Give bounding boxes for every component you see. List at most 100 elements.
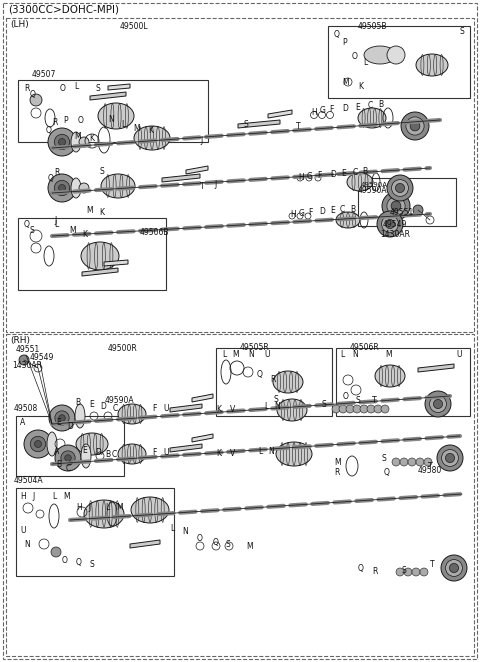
Circle shape bbox=[54, 134, 70, 150]
Text: U: U bbox=[264, 350, 269, 359]
Text: R: R bbox=[24, 84, 29, 93]
Ellipse shape bbox=[131, 497, 169, 523]
Polygon shape bbox=[268, 110, 292, 118]
Text: L: L bbox=[105, 503, 109, 512]
Text: K: K bbox=[216, 405, 221, 414]
Text: Q: Q bbox=[48, 174, 54, 183]
Text: L: L bbox=[54, 220, 58, 229]
Ellipse shape bbox=[277, 399, 307, 421]
Circle shape bbox=[19, 355, 29, 365]
Ellipse shape bbox=[98, 103, 134, 129]
Circle shape bbox=[430, 396, 446, 412]
Text: O: O bbox=[343, 392, 349, 401]
Text: M: M bbox=[74, 132, 81, 141]
Circle shape bbox=[442, 449, 458, 467]
Text: M: M bbox=[385, 350, 392, 359]
Text: L: L bbox=[258, 447, 262, 456]
Polygon shape bbox=[238, 120, 280, 128]
Circle shape bbox=[374, 405, 382, 413]
Bar bbox=[16, 488, 174, 576]
Polygon shape bbox=[90, 92, 126, 100]
Text: E: E bbox=[330, 206, 335, 215]
Text: B: B bbox=[362, 167, 367, 176]
Text: C: C bbox=[113, 404, 118, 413]
Text: U: U bbox=[456, 350, 461, 359]
Polygon shape bbox=[186, 166, 208, 174]
Text: M: M bbox=[86, 206, 93, 215]
Text: 49549: 49549 bbox=[30, 353, 54, 362]
Text: L: L bbox=[74, 82, 78, 91]
Ellipse shape bbox=[347, 173, 373, 191]
Text: G: G bbox=[307, 172, 313, 181]
Text: N: N bbox=[352, 350, 358, 359]
Circle shape bbox=[381, 405, 389, 413]
Circle shape bbox=[79, 183, 89, 193]
Text: Q: Q bbox=[46, 126, 52, 135]
Text: N: N bbox=[182, 527, 188, 536]
Ellipse shape bbox=[276, 442, 312, 466]
Text: N: N bbox=[248, 350, 254, 359]
Circle shape bbox=[61, 451, 75, 465]
Circle shape bbox=[367, 405, 375, 413]
Circle shape bbox=[445, 559, 462, 577]
Text: S: S bbox=[402, 566, 407, 575]
Text: B: B bbox=[105, 450, 110, 459]
Text: S: S bbox=[382, 454, 387, 463]
Text: B: B bbox=[56, 460, 61, 469]
Text: M: M bbox=[334, 458, 341, 467]
Text: K: K bbox=[99, 208, 104, 217]
Text: G: G bbox=[299, 209, 305, 218]
Text: D: D bbox=[330, 170, 336, 179]
Ellipse shape bbox=[273, 371, 303, 393]
Text: P: P bbox=[342, 38, 347, 47]
Text: F: F bbox=[152, 404, 156, 413]
Text: 49505B: 49505B bbox=[358, 22, 387, 31]
Circle shape bbox=[353, 405, 361, 413]
Circle shape bbox=[59, 138, 65, 146]
Circle shape bbox=[24, 430, 52, 458]
Text: 49505R: 49505R bbox=[240, 343, 270, 352]
Text: N: N bbox=[108, 115, 114, 124]
Text: 49504A: 49504A bbox=[14, 476, 44, 485]
Text: D: D bbox=[67, 422, 73, 431]
Circle shape bbox=[391, 201, 401, 211]
Circle shape bbox=[382, 216, 398, 232]
Text: L: L bbox=[52, 492, 56, 501]
Text: K: K bbox=[216, 449, 221, 458]
Circle shape bbox=[396, 183, 405, 193]
Text: G: G bbox=[320, 106, 326, 115]
Ellipse shape bbox=[364, 46, 396, 64]
Polygon shape bbox=[418, 364, 454, 372]
Text: C: C bbox=[353, 168, 358, 177]
Circle shape bbox=[48, 128, 76, 156]
Text: C: C bbox=[66, 464, 71, 473]
Ellipse shape bbox=[71, 178, 81, 198]
Ellipse shape bbox=[76, 433, 108, 455]
Polygon shape bbox=[170, 404, 202, 412]
Circle shape bbox=[339, 405, 347, 413]
Text: V: V bbox=[230, 405, 235, 414]
Text: S: S bbox=[322, 400, 327, 409]
Circle shape bbox=[54, 180, 70, 196]
Text: E: E bbox=[355, 103, 360, 112]
Bar bbox=[336, 348, 470, 416]
Text: E: E bbox=[341, 169, 346, 178]
Text: D: D bbox=[100, 402, 106, 411]
Text: Q: Q bbox=[384, 468, 390, 477]
Text: F: F bbox=[152, 448, 156, 457]
Text: T: T bbox=[200, 182, 204, 191]
Circle shape bbox=[387, 175, 413, 201]
Text: R: R bbox=[372, 567, 377, 576]
Polygon shape bbox=[192, 394, 213, 402]
Text: B: B bbox=[378, 100, 383, 109]
Text: O: O bbox=[197, 534, 203, 543]
Text: 49500R: 49500R bbox=[108, 344, 138, 353]
Text: B: B bbox=[350, 205, 355, 214]
Text: S: S bbox=[96, 84, 101, 93]
Text: T: T bbox=[428, 462, 432, 471]
Ellipse shape bbox=[416, 54, 448, 76]
Text: L: L bbox=[170, 524, 174, 533]
Circle shape bbox=[55, 445, 81, 471]
Polygon shape bbox=[170, 444, 202, 452]
Ellipse shape bbox=[71, 132, 81, 152]
